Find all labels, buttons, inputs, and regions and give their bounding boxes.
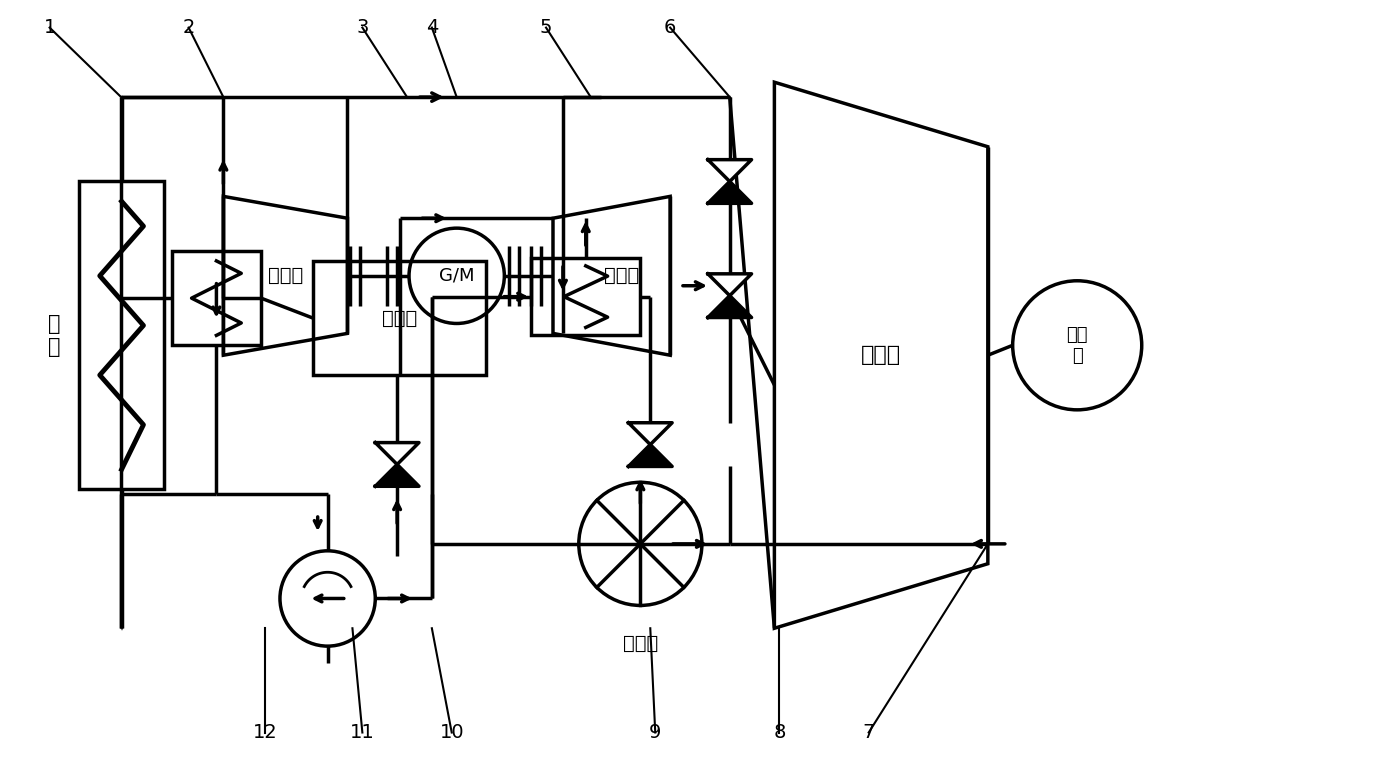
Text: 6: 6 (664, 18, 676, 37)
Text: 9: 9 (649, 723, 661, 742)
Text: 2: 2 (182, 18, 195, 37)
Bar (531, 258, 640, 336)
Polygon shape (628, 422, 672, 445)
Text: 5: 5 (540, 18, 552, 37)
Polygon shape (708, 296, 752, 318)
Bar (313, 261, 487, 375)
Text: 发电
机: 发电 机 (1067, 326, 1087, 365)
Text: 8: 8 (773, 723, 785, 742)
Text: 4: 4 (425, 18, 437, 37)
Polygon shape (708, 181, 752, 203)
Bar (171, 251, 261, 346)
Text: 热用户: 热用户 (622, 634, 658, 653)
Text: 储气罐: 储气罐 (382, 308, 417, 328)
Text: G/M: G/M (439, 267, 475, 284)
Text: 压缩机: 压缩机 (268, 267, 304, 285)
Text: 7: 7 (862, 723, 875, 742)
Text: 汽轮机: 汽轮机 (861, 345, 901, 365)
Text: 3: 3 (356, 18, 368, 37)
Polygon shape (708, 274, 752, 296)
Polygon shape (708, 160, 752, 181)
Polygon shape (375, 443, 420, 464)
Polygon shape (375, 464, 420, 486)
Text: 12: 12 (253, 723, 277, 742)
Polygon shape (628, 445, 672, 467)
Text: 膨胀机: 膨胀机 (604, 267, 639, 285)
Text: 1: 1 (43, 18, 55, 37)
Text: 锅
炉: 锅 炉 (48, 314, 61, 357)
Bar (80, 181, 164, 489)
Text: 10: 10 (439, 723, 464, 742)
Text: 11: 11 (351, 723, 375, 742)
